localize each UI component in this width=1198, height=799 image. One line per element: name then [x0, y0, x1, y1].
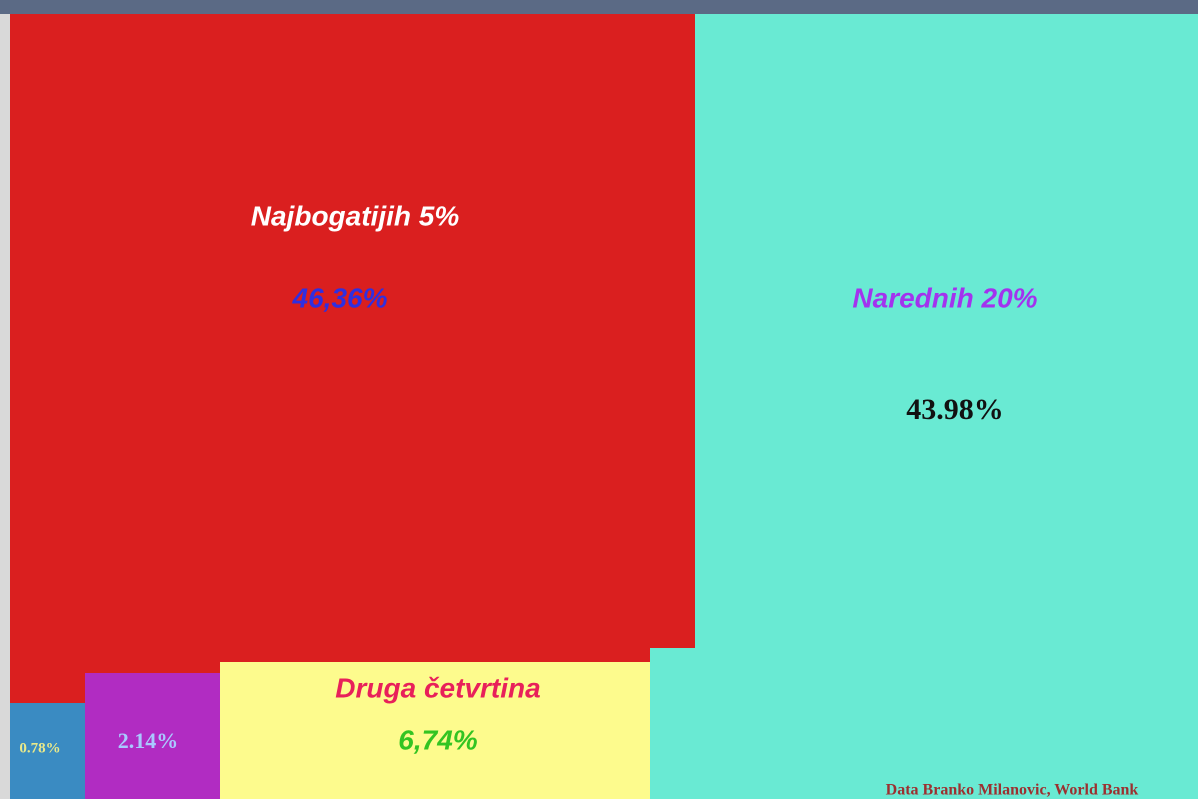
tile-name: Narednih 20% — [852, 282, 1037, 313]
tile — [85, 673, 220, 799]
tiles — [10, 14, 1198, 799]
source-note: Data Branko Milanovic, World Bank — [886, 782, 1139, 799]
left-edge — [0, 14, 10, 799]
value-label: 6,74% — [398, 724, 477, 755]
tile-name: Druga četvrtina — [335, 672, 540, 703]
tile — [220, 662, 650, 799]
tile — [10, 14, 695, 703]
tile — [650, 14, 1198, 799]
tile — [10, 703, 85, 799]
value-label: 2.14% — [118, 728, 179, 753]
labels: Najbogatijih 5% 46,36% Narednih 20% 43.98% D… — [19, 200, 1037, 756]
value-label: 0.78% — [19, 740, 60, 756]
tile-name: Najbogatijih 5% — [251, 200, 460, 231]
value-label: 43.98% — [906, 393, 1004, 426]
top-bar — [0, 0, 1198, 14]
value-label: 46,36% — [292, 282, 388, 313]
